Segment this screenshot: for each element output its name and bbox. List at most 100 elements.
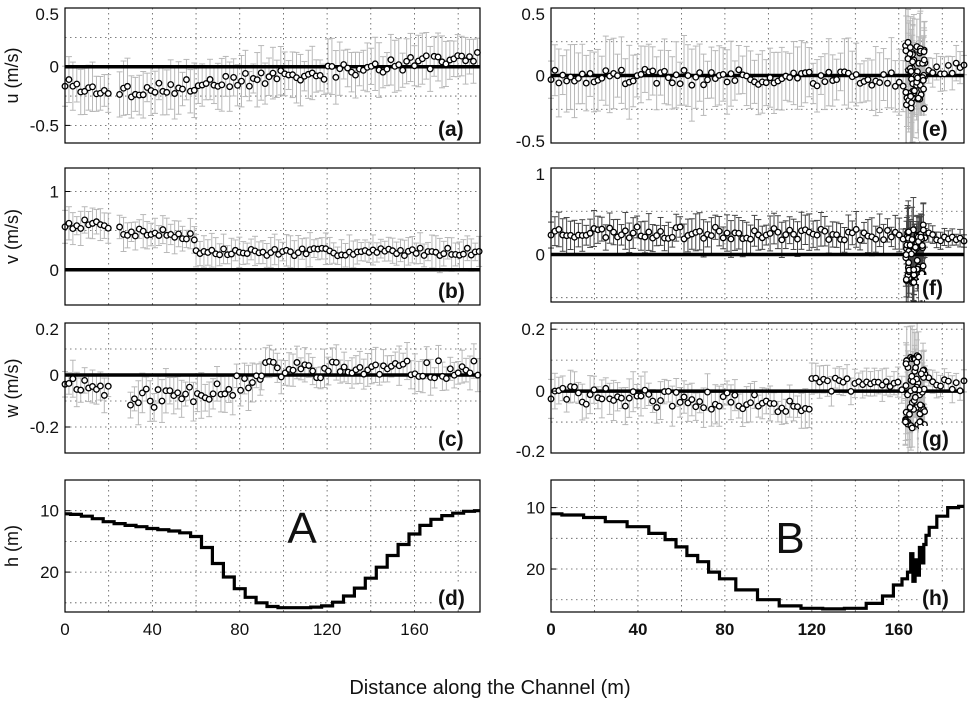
data-point xyxy=(442,60,450,68)
y-tick-label: 0 xyxy=(536,382,545,401)
data-point xyxy=(131,395,138,403)
data-point xyxy=(458,52,466,60)
data-point xyxy=(676,223,684,231)
data-point xyxy=(894,378,902,386)
data-point xyxy=(444,244,452,252)
data-point xyxy=(884,79,891,87)
y-tick-label: 0 xyxy=(536,67,545,86)
data-point xyxy=(586,391,594,399)
data-point xyxy=(81,216,89,224)
data-point xyxy=(906,403,914,411)
panel-tag: (b) xyxy=(438,280,465,303)
axes-frame xyxy=(64,7,481,144)
data-point xyxy=(711,223,719,231)
data-point xyxy=(225,385,233,393)
data-point xyxy=(269,358,277,366)
data-point xyxy=(895,78,903,86)
data-point xyxy=(731,77,739,84)
data-point xyxy=(182,390,190,398)
data-point xyxy=(155,232,163,239)
data-point xyxy=(166,387,174,395)
data-point xyxy=(134,399,142,407)
data-point xyxy=(617,231,625,239)
data-point xyxy=(324,367,332,375)
data-point xyxy=(676,398,684,406)
data-point xyxy=(633,223,641,231)
data-point xyxy=(909,378,917,385)
data-point xyxy=(586,70,594,77)
data-point xyxy=(320,75,328,83)
data-point xyxy=(668,233,676,241)
data-point xyxy=(919,262,927,270)
data-point xyxy=(116,90,124,98)
data-point xyxy=(653,79,661,87)
data-point xyxy=(929,231,937,239)
data-point xyxy=(782,231,790,239)
data-point xyxy=(723,229,731,237)
panel-tag: (a) xyxy=(438,118,464,141)
data-point xyxy=(289,366,297,374)
data-point xyxy=(559,71,567,79)
y-tick-label: 0.5 xyxy=(35,5,59,24)
data-point xyxy=(590,386,598,394)
data-point xyxy=(700,404,708,412)
data-point xyxy=(245,384,252,392)
panel-tag-background xyxy=(435,278,479,303)
data-point xyxy=(637,392,645,400)
data-point xyxy=(723,389,731,397)
panel-tag-background xyxy=(919,426,963,451)
data-point xyxy=(696,398,704,406)
data-point xyxy=(387,56,395,64)
data-point xyxy=(221,390,229,398)
data-point xyxy=(372,361,380,369)
data-point xyxy=(463,244,471,252)
data-point xyxy=(233,372,241,380)
data-point xyxy=(245,82,253,90)
x-axis-label: Distance along the Channel (m) xyxy=(349,677,630,699)
data-point xyxy=(100,391,108,399)
panel-tag-background xyxy=(435,116,479,141)
data-point xyxy=(206,76,214,83)
data-point xyxy=(700,81,708,89)
data-point xyxy=(226,83,234,91)
panel-tag-background xyxy=(919,585,963,610)
data-point xyxy=(610,228,618,236)
data-point xyxy=(190,86,198,94)
data-point xyxy=(902,360,910,368)
data-point xyxy=(606,224,614,232)
data-point xyxy=(843,375,851,383)
data-point xyxy=(440,250,448,258)
data-point xyxy=(917,370,925,378)
data-point xyxy=(919,226,927,234)
data-point xyxy=(559,384,567,392)
depth-profile-line xyxy=(551,504,964,611)
data-point xyxy=(598,395,606,403)
data-point xyxy=(446,365,454,373)
data-point xyxy=(813,231,821,239)
y-tick-label: 0 xyxy=(50,58,59,77)
data-point xyxy=(435,357,442,365)
data-point xyxy=(202,80,210,87)
panel-tag-background xyxy=(435,585,479,610)
data-point xyxy=(403,57,411,65)
data-point xyxy=(902,251,910,259)
data-point xyxy=(824,377,831,385)
data-point xyxy=(383,65,391,73)
data-point xyxy=(906,241,914,249)
data-point xyxy=(902,47,910,55)
data-point xyxy=(914,94,922,102)
data-point xyxy=(649,397,657,405)
data-point xyxy=(766,229,774,237)
data-point xyxy=(309,367,317,375)
data-point xyxy=(645,390,653,398)
data-point xyxy=(586,229,594,237)
data-point xyxy=(423,359,431,367)
data-point xyxy=(905,228,913,236)
data-point xyxy=(65,219,73,227)
data-point xyxy=(271,245,279,253)
data-point xyxy=(422,52,430,60)
data-point xyxy=(167,81,175,88)
data-point xyxy=(680,393,688,401)
data-point xyxy=(719,234,727,242)
data-point xyxy=(466,369,474,377)
